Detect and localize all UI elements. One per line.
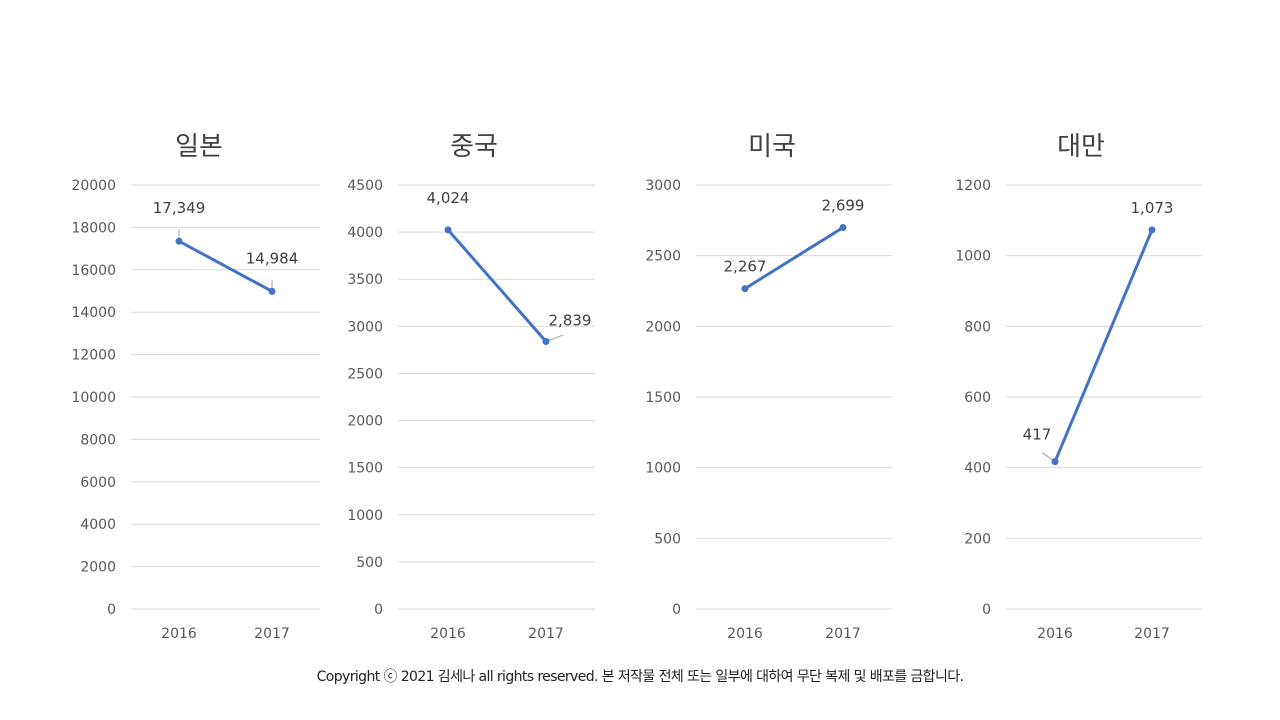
y-tick-label: 400 (964, 461, 991, 477)
data-point (741, 285, 749, 293)
y-tick-label: 2500 (347, 366, 383, 382)
y-tick-label: 0 (374, 602, 383, 618)
x-tick-label: 2017 (825, 626, 861, 642)
x-tick-label: 2016 (727, 626, 763, 642)
y-tick-label: 1200 (955, 178, 991, 194)
data-point (268, 287, 276, 295)
y-tick-label: 14000 (71, 305, 116, 321)
series-line (178, 239, 273, 293)
data-point (1148, 226, 1156, 234)
chart-title: 중국 (450, 132, 498, 162)
y-tick-label: 4500 (347, 178, 383, 194)
y-tick-label: 2000 (80, 560, 116, 576)
y-tick-label: 200 (964, 531, 991, 547)
data-label: 2,839 (549, 312, 592, 330)
series-line (744, 226, 844, 290)
series-line (446, 228, 548, 343)
y-tick-label: 500 (356, 555, 383, 571)
data-label: 417 (1023, 426, 1052, 444)
y-tick-label: 1000 (955, 249, 991, 265)
series-line (1053, 229, 1154, 463)
y-tick-label: 1500 (645, 390, 681, 406)
y-tick-label: 1500 (347, 461, 383, 477)
y-tick-label: 16000 (71, 263, 116, 279)
data-label: 4,024 (427, 189, 470, 207)
y-tick-label: 4000 (80, 517, 116, 533)
chart-title: 일본 (175, 132, 223, 162)
y-tick-label: 4000 (347, 225, 383, 241)
x-tick-label: 2016 (1037, 626, 1073, 642)
x-tick-label: 2017 (528, 626, 564, 642)
chart-title: 대만 (1057, 132, 1105, 162)
data-point (839, 224, 847, 232)
x-tick-label: 2017 (254, 626, 290, 642)
y-tick-label: 2500 (645, 249, 681, 265)
y-tick-label: 0 (982, 602, 991, 618)
x-tick-label: 2016 (161, 626, 197, 642)
y-tick-label: 18000 (71, 220, 116, 236)
y-tick-label: 12000 (71, 348, 116, 364)
chart-title: 미국 (748, 132, 796, 162)
y-tick-label: 20000 (71, 178, 116, 194)
y-tick-label: 800 (964, 319, 991, 335)
x-tick-label: 2017 (1134, 626, 1170, 642)
data-label: 2,267 (724, 258, 767, 276)
data-point (542, 338, 550, 346)
y-tick-label: 3000 (645, 178, 681, 194)
y-tick-label: 600 (964, 390, 991, 406)
y-tick-label: 3500 (347, 272, 383, 288)
charts-canvas: 일본02000400060008000100001200014000160001… (71, 132, 1202, 642)
y-tick-label: 3000 (347, 319, 383, 335)
y-tick-label: 2000 (645, 319, 681, 335)
x-tick-label: 2016 (430, 626, 466, 642)
y-tick-label: 0 (107, 602, 116, 618)
data-point (444, 226, 452, 234)
y-tick-label: 0 (672, 602, 681, 618)
copyright-notice: Copyright ⓒ 2021 김세나 all rights reserved… (316, 669, 964, 685)
data-point (175, 237, 183, 245)
y-tick-label: 10000 (71, 390, 116, 406)
y-tick-label: 8000 (80, 432, 116, 448)
data-point (1051, 458, 1059, 466)
y-tick-label: 500 (654, 531, 681, 547)
y-tick-label: 1000 (347, 508, 383, 524)
data-label: 2,699 (822, 197, 865, 215)
data-label: 17,349 (153, 199, 206, 217)
y-tick-label: 1000 (645, 461, 681, 477)
data-label: 14,984 (246, 249, 299, 267)
y-tick-label: 2000 (347, 414, 383, 430)
y-tick-label: 6000 (80, 475, 116, 491)
data-label: 1,073 (1131, 199, 1174, 217)
